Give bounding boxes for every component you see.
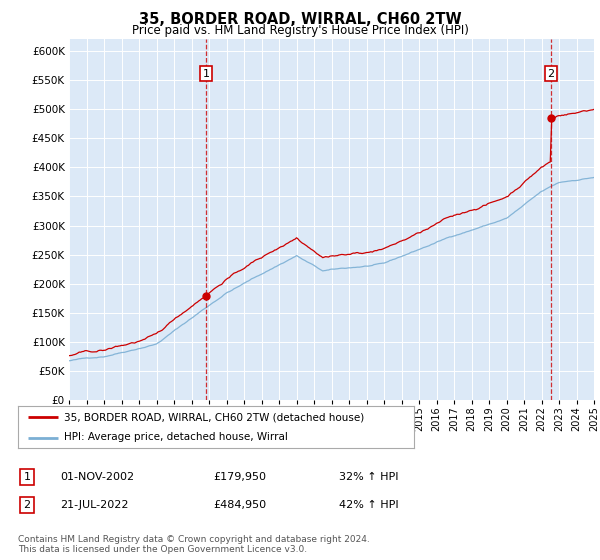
Text: 35, BORDER ROAD, WIRRAL, CH60 2TW: 35, BORDER ROAD, WIRRAL, CH60 2TW (139, 12, 461, 27)
Text: 2: 2 (547, 68, 554, 78)
Text: 42% ↑ HPI: 42% ↑ HPI (339, 500, 398, 510)
Text: Contains HM Land Registry data © Crown copyright and database right 2024.
This d: Contains HM Land Registry data © Crown c… (18, 535, 370, 554)
Text: 35, BORDER ROAD, WIRRAL, CH60 2TW (detached house): 35, BORDER ROAD, WIRRAL, CH60 2TW (detac… (64, 412, 364, 422)
Text: 21-JUL-2022: 21-JUL-2022 (60, 500, 128, 510)
Text: 1: 1 (23, 472, 31, 482)
Text: 1: 1 (203, 68, 209, 78)
Text: £179,950: £179,950 (213, 472, 266, 482)
Text: 01-NOV-2002: 01-NOV-2002 (60, 472, 134, 482)
Text: 32% ↑ HPI: 32% ↑ HPI (339, 472, 398, 482)
Text: 2: 2 (23, 500, 31, 510)
Text: £484,950: £484,950 (213, 500, 266, 510)
Text: Price paid vs. HM Land Registry's House Price Index (HPI): Price paid vs. HM Land Registry's House … (131, 24, 469, 37)
Text: HPI: Average price, detached house, Wirral: HPI: Average price, detached house, Wirr… (64, 432, 287, 442)
